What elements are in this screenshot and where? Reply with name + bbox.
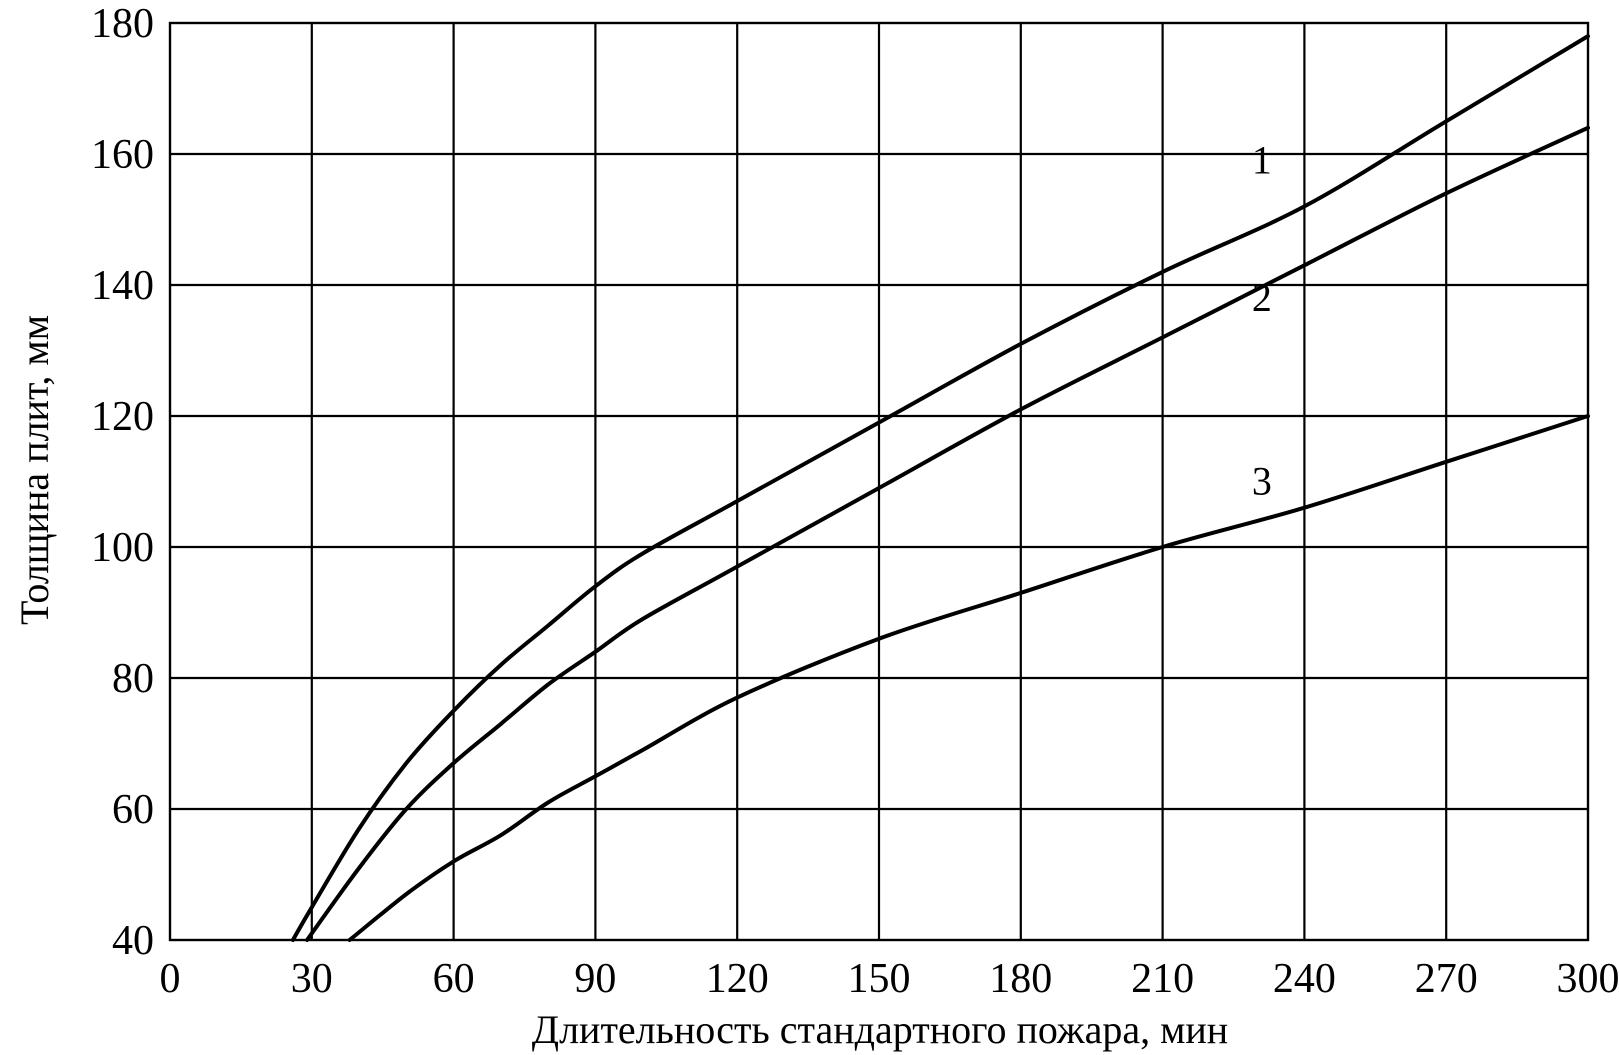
x-tick-label: 90 [574, 956, 616, 1002]
series-line-3 [347, 414, 1590, 942]
y-tick-label: 160 [91, 132, 154, 178]
series-line-2 [305, 125, 1590, 942]
x-tick-label: 120 [706, 956, 769, 1002]
y-tick-label: 140 [91, 263, 154, 309]
series-label-1: 1 [1252, 138, 1272, 183]
y-axis-title: Толщина плит, мм [12, 315, 57, 625]
grid [168, 21, 1590, 942]
tick-labels: 0 30 60 90 120 150 180 210 240 270 300 40 60 80 100 120… [91, 1, 1619, 1002]
series-label-2: 2 [1252, 275, 1272, 320]
x-tick-label: 180 [989, 956, 1052, 1002]
x-axis-title: Длительность стандартного пожара, мин [532, 1007, 1228, 1052]
y-tick-label: 120 [91, 394, 154, 440]
x-tick-label: 300 [1557, 956, 1619, 1002]
x-tick-label: 150 [848, 956, 911, 1002]
curve-labels: 1 2 3 [1252, 138, 1272, 504]
y-tick-label: 100 [91, 525, 154, 571]
x-tick-label: 0 [160, 956, 181, 1002]
y-tick-label: 40 [112, 918, 154, 964]
y-tick-label: 180 [91, 1, 154, 47]
series-label-3: 3 [1252, 459, 1272, 504]
x-tick-label: 270 [1415, 956, 1478, 1002]
x-tick-label: 30 [291, 956, 333, 1002]
series-line-1 [290, 34, 1590, 942]
y-tick-label: 80 [112, 656, 154, 702]
x-tick-label: 60 [433, 956, 475, 1002]
y-tick-label: 60 [112, 787, 154, 833]
x-tick-label: 240 [1273, 956, 1336, 1002]
curves [290, 34, 1590, 942]
x-tick-label: 210 [1131, 956, 1194, 1002]
